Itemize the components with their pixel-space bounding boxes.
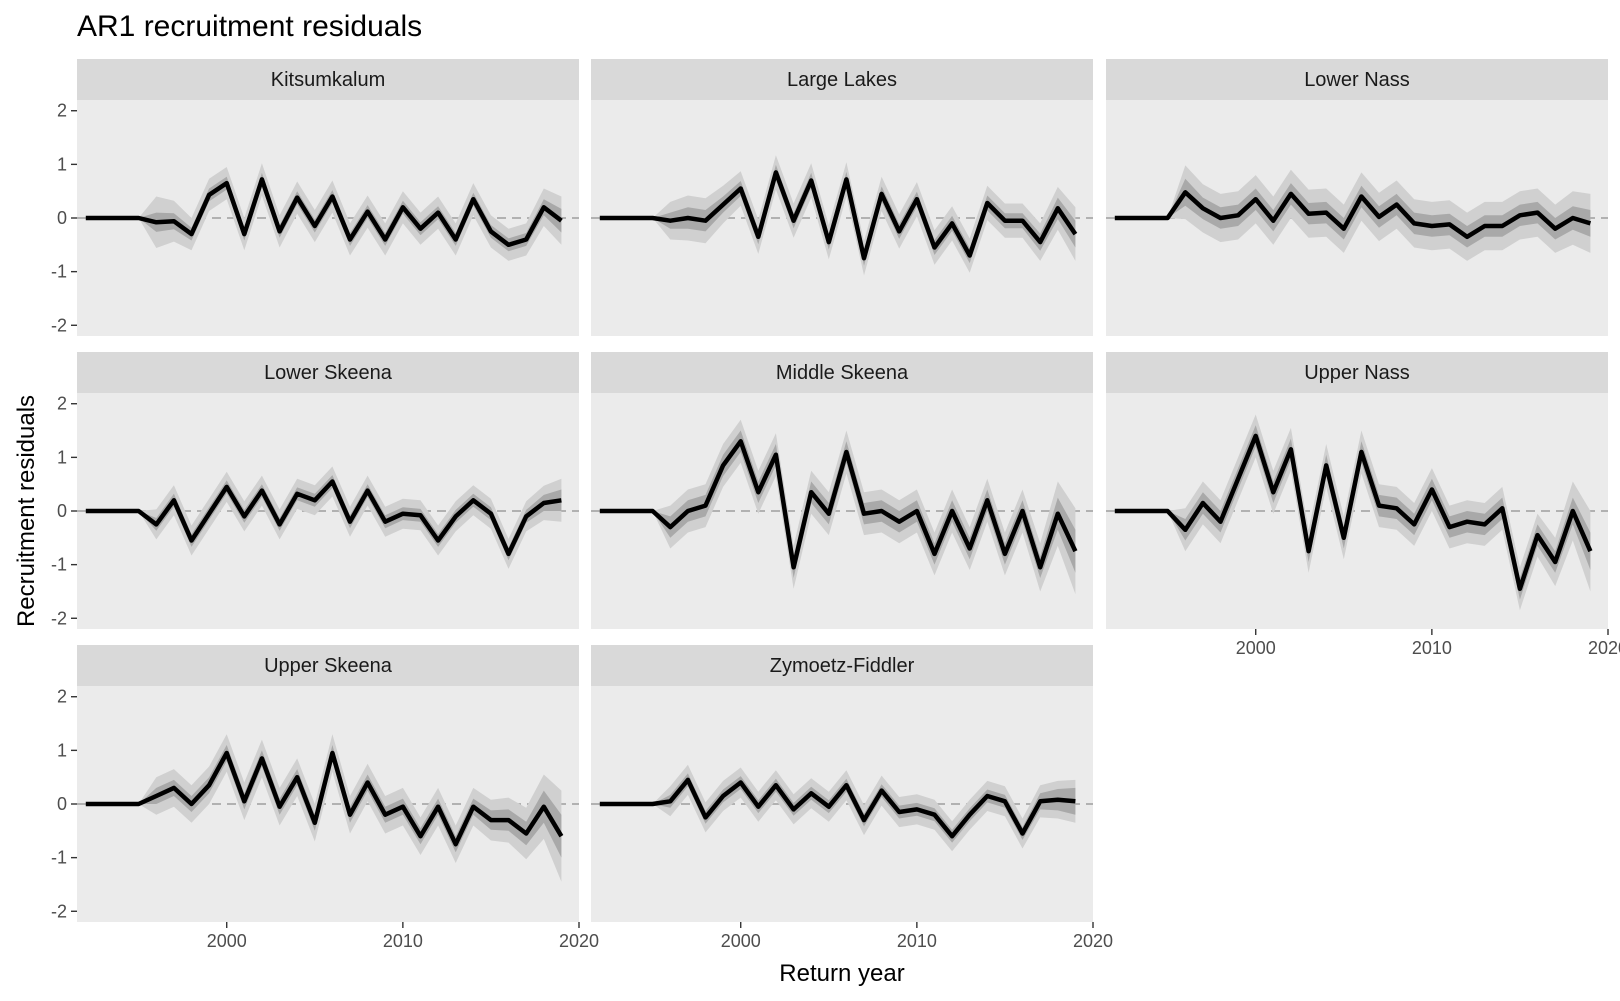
y-tick-label: 0 bbox=[57, 208, 67, 228]
series-line-large-lakes bbox=[599, 170, 1078, 261]
y-tick-label: -1 bbox=[51, 848, 67, 868]
panel-strip bbox=[591, 645, 1093, 686]
panel-lower-nass: Lower Nass bbox=[1106, 59, 1608, 336]
panel-strip-label: Upper Nass bbox=[1304, 362, 1410, 384]
x-tick-label: 2020 bbox=[559, 931, 599, 951]
y-tick-label: 1 bbox=[57, 740, 67, 760]
credible-band-inner bbox=[85, 745, 562, 858]
series-line-lower-nass bbox=[1114, 190, 1592, 240]
panel-upper-nass: Upper Nass bbox=[1106, 352, 1608, 629]
x-tick-label: 2000 bbox=[207, 931, 247, 951]
credible-band-inner bbox=[85, 475, 562, 561]
credible-band-outer bbox=[1114, 414, 1591, 611]
panel-strip bbox=[77, 645, 579, 686]
x-tick-label: 2020 bbox=[1073, 931, 1113, 951]
y-tick-label: -2 bbox=[51, 901, 67, 921]
y-tick-label: 0 bbox=[57, 501, 67, 521]
credible-band-outer bbox=[599, 419, 1076, 595]
y-axis-title: Recruitment residuals bbox=[13, 395, 40, 627]
credible-band-outer bbox=[85, 734, 562, 882]
panel-strip-label: Middle Skeena bbox=[776, 362, 909, 384]
series-line-zymoetz-fiddler bbox=[599, 777, 1076, 839]
chart-title: AR1 recruitment residuals bbox=[77, 10, 422, 43]
y-tick-label: 1 bbox=[57, 154, 67, 174]
y-tick-label: -1 bbox=[51, 262, 67, 282]
credible-band-outer bbox=[85, 466, 562, 569]
series-line-lower-skeena bbox=[85, 479, 562, 557]
panel-strip-label: Large Lakes bbox=[787, 69, 897, 91]
series-line-kitsumkalum bbox=[85, 177, 563, 248]
y-tick-label: -2 bbox=[51, 315, 67, 335]
y-tick-label: 2 bbox=[57, 687, 67, 707]
panel-large-lakes: Large Lakes bbox=[591, 59, 1093, 336]
x-tick-label: 2010 bbox=[1412, 638, 1452, 658]
credible-band-inner bbox=[599, 430, 1076, 578]
x-tick-label: 2020 bbox=[1588, 638, 1620, 658]
x-tick-label: 2010 bbox=[897, 931, 937, 951]
x-tick-label: 2000 bbox=[1236, 638, 1276, 658]
panel-kitsumkalum: Kitsumkalum -2 -1 0 1 2 bbox=[51, 59, 579, 336]
x-axes: 2000 2010 2020 2000 2010 2020 2000 2010 2020 bbox=[207, 629, 1620, 951]
panel-upper-skeena: Upper Skeena -2 -1 0 1 2 bbox=[51, 645, 579, 922]
y-tick-label: 2 bbox=[57, 101, 67, 121]
panel-strip-label: Zymoetz-Fiddler bbox=[770, 655, 915, 677]
series-line-upper-nass bbox=[1114, 433, 1593, 592]
panel-strip bbox=[77, 352, 579, 393]
panel-strip-label: Lower Nass bbox=[1304, 69, 1410, 91]
panel-strip bbox=[77, 59, 579, 100]
panel-middle-skeena: Middle Skeena bbox=[591, 352, 1093, 629]
x-axis-title: Return year bbox=[779, 960, 904, 987]
panel-zymoetz-fiddler: Zymoetz-Fiddler bbox=[591, 645, 1093, 922]
panel-strip-label: Lower Skeena bbox=[264, 362, 393, 384]
panel-strip bbox=[1106, 59, 1608, 100]
panels: Kitsumkalum -2 -1 0 1 2 Large Lakes Lower Nass L… bbox=[51, 59, 1608, 922]
series-line-middle-skeena bbox=[599, 439, 1078, 570]
y-tick-label: 0 bbox=[57, 794, 67, 814]
panel-strip-label: Kitsumkalum bbox=[271, 69, 385, 91]
panel-strip-label: Upper Skeena bbox=[264, 655, 393, 677]
panel-strip bbox=[1106, 352, 1608, 393]
series-line-upper-skeena bbox=[85, 750, 564, 847]
y-tick-label: 1 bbox=[57, 447, 67, 467]
y-tick-label: -2 bbox=[51, 608, 67, 628]
panel-strip bbox=[591, 352, 1093, 393]
panel-lower-skeena: Lower Skeena -2 -1 0 1 2 bbox=[51, 352, 579, 629]
x-tick-label: 2010 bbox=[383, 931, 423, 951]
y-tick-label: 2 bbox=[57, 394, 67, 414]
credible-band-inner bbox=[599, 773, 1076, 843]
x-tick-label: 2000 bbox=[721, 931, 761, 951]
panel-strip bbox=[591, 59, 1093, 100]
y-tick-label: -1 bbox=[51, 555, 67, 575]
